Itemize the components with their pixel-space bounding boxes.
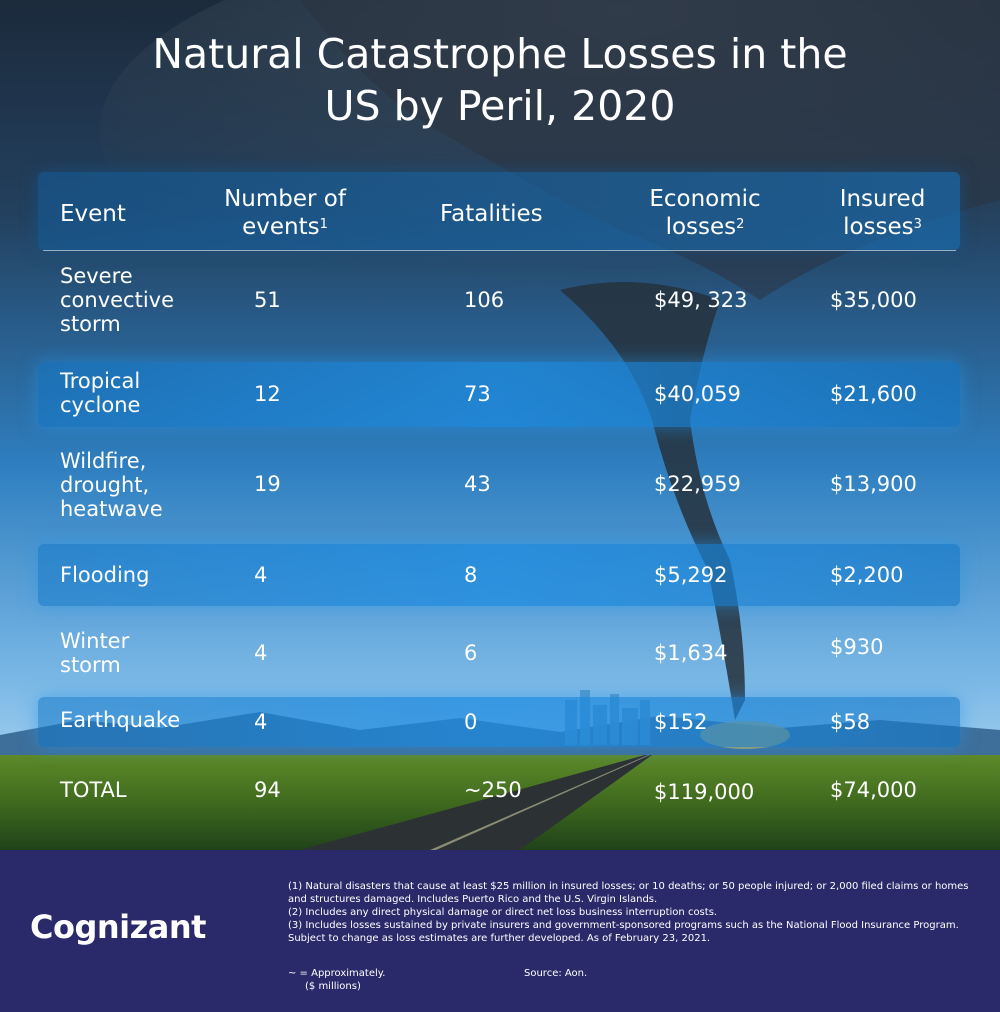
cell-economic-losses: $5,292	[654, 563, 728, 587]
row-event-label: Earthquake	[60, 708, 180, 732]
event-line: storm	[60, 653, 121, 677]
page-title: Natural Catastrophe Losses in the US by …	[0, 28, 1000, 132]
event-line: cyclone	[60, 393, 141, 417]
footnote-3: (3) Includes losses sustained by private…	[288, 920, 959, 944]
cell-insured-losses: $13,900	[830, 472, 917, 496]
cell-events: 12	[254, 382, 281, 406]
cell-events: 51	[254, 288, 281, 312]
cell-events: 4	[254, 563, 268, 587]
event-line: Wildfire,	[60, 449, 147, 473]
col-header-events-line2: events	[242, 214, 320, 240]
col-header-economic-line2: losses	[665, 214, 737, 240]
col-header-insured-line2: losses	[843, 214, 914, 240]
row-band-earthquake	[38, 697, 960, 747]
event-line: Earthquake	[60, 708, 181, 732]
footnote-marker-2: 2	[736, 217, 745, 232]
event-line: drought,	[60, 473, 150, 497]
event-line: Winter	[60, 629, 130, 653]
col-header-event: Event	[60, 201, 126, 227]
event-line: heatwave	[60, 497, 163, 521]
row-band-flooding	[38, 544, 960, 606]
cognizant-logo: Cognizant	[30, 908, 206, 946]
event-line: convective	[60, 288, 175, 312]
total-events: 94	[254, 778, 281, 802]
row-event-label: Winter storm	[60, 629, 129, 677]
cell-fatalities: 8	[464, 563, 478, 587]
cell-economic-losses: $22,959	[654, 472, 741, 496]
row-band-tropical	[38, 362, 960, 427]
total-fatalities: ~250	[464, 778, 522, 802]
title-line-2: US by Peril, 2020	[324, 82, 676, 130]
title-line-1: Natural Catastrophe Losses in the	[152, 30, 848, 78]
footnote-marker-3: 3	[913, 217, 922, 232]
cell-fatalities: 0	[464, 710, 478, 734]
row-event-label: Flooding	[60, 563, 149, 587]
cell-economic-losses: $1,634	[654, 641, 728, 665]
cell-events: 4	[254, 710, 268, 734]
units-note: ($ millions)	[305, 981, 361, 992]
cell-fatalities: 106	[464, 288, 505, 312]
footnote-1: (1) Natural disasters that cause at leas…	[288, 881, 969, 905]
event-line: Severe	[60, 264, 133, 288]
cell-economic-losses: $152	[654, 710, 708, 734]
cell-insured-losses: $21,600	[830, 382, 917, 406]
col-header-number-of-events: Number of events1	[200, 185, 370, 241]
event-line: Tropical	[60, 369, 141, 393]
col-header-events-line1: Number of	[224, 186, 346, 212]
cell-insured-losses: $930	[830, 635, 884, 659]
footnote-2: (2) Includes any direct physical damage …	[288, 907, 718, 918]
header-divider	[43, 250, 956, 251]
cell-insured-losses: $58	[830, 710, 871, 734]
row-event-label: Tropical cyclone	[60, 369, 140, 417]
cell-events: 19	[254, 472, 281, 496]
event-line: storm	[60, 312, 121, 336]
table-header-band	[38, 172, 960, 250]
source-note: Source: Aon.	[524, 968, 588, 979]
total-economic-losses: $119,000	[654, 780, 755, 804]
col-header-economic-line1: Economic	[649, 186, 761, 212]
row-event-label: Wildfire, drought, heatwave	[60, 449, 163, 521]
cell-insured-losses: $2,200	[830, 563, 904, 587]
cell-fatalities: 6	[464, 641, 478, 665]
col-header-insured-losses: Insured losses3	[800, 185, 965, 241]
approx-note: ~ = Approximately.	[288, 968, 386, 979]
col-header-insured-line1: Insured	[839, 186, 926, 212]
cell-fatalities: 73	[464, 382, 491, 406]
cell-fatalities: 43	[464, 472, 491, 496]
footer	[0, 850, 1000, 1012]
cell-insured-losses: $35,000	[830, 288, 917, 312]
col-header-economic-losses: Economic losses2	[620, 185, 790, 241]
total-insured-losses: $74,000	[830, 778, 917, 802]
cell-economic-losses: $40,059	[654, 382, 741, 406]
footnote-marker-1: 1	[319, 217, 328, 232]
row-event-label: Severe convective storm	[60, 264, 174, 336]
cell-events: 4	[254, 641, 268, 665]
event-line: Flooding	[60, 563, 150, 587]
col-header-fatalities: Fatalities	[440, 201, 543, 227]
total-label: TOTAL	[60, 778, 127, 802]
cell-economic-losses: $49, 323	[654, 288, 748, 312]
